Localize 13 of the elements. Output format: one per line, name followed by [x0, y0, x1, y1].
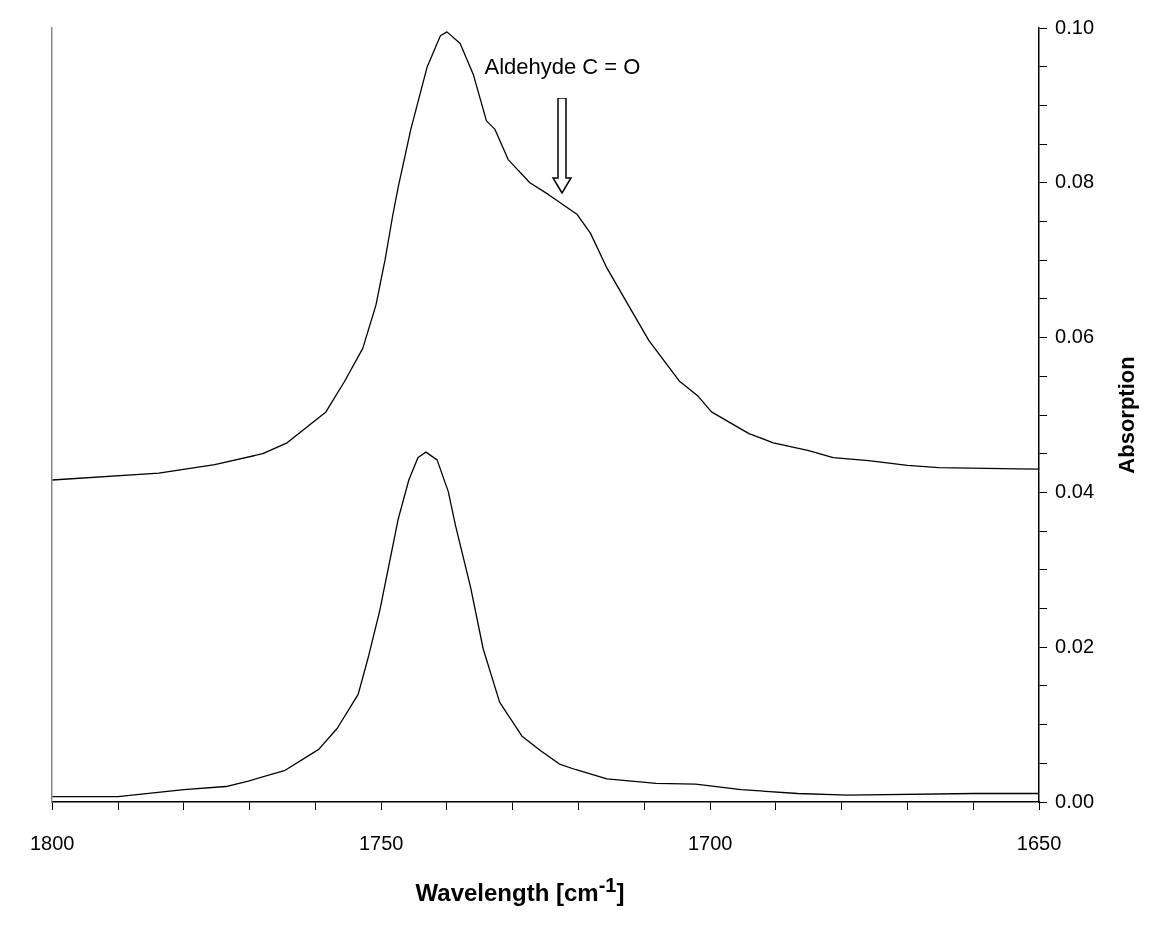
x-tick-label: 1750: [358, 831, 404, 854]
y-tick-label: 0.04: [1055, 479, 1095, 502]
y-tick-label: 0.00: [1055, 789, 1095, 812]
y-axis-title: Absorption: [1114, 356, 1140, 474]
annotation: Aldehyde C = O: [484, 54, 641, 80]
x-tick-label: 1800: [30, 831, 75, 854]
y-tick-label: 0.08: [1055, 170, 1095, 193]
x-axis-title: Wavelength [cm$^{-1}$]: [414, 874, 626, 907]
y-tick-label: 0.10: [1055, 15, 1095, 38]
y-tick-label: 0.06: [1055, 325, 1095, 348]
y-tick-label: 0.02: [1055, 634, 1095, 657]
x-tick-label: 1650: [1016, 831, 1062, 854]
x-tick-label: 1700: [687, 831, 733, 854]
